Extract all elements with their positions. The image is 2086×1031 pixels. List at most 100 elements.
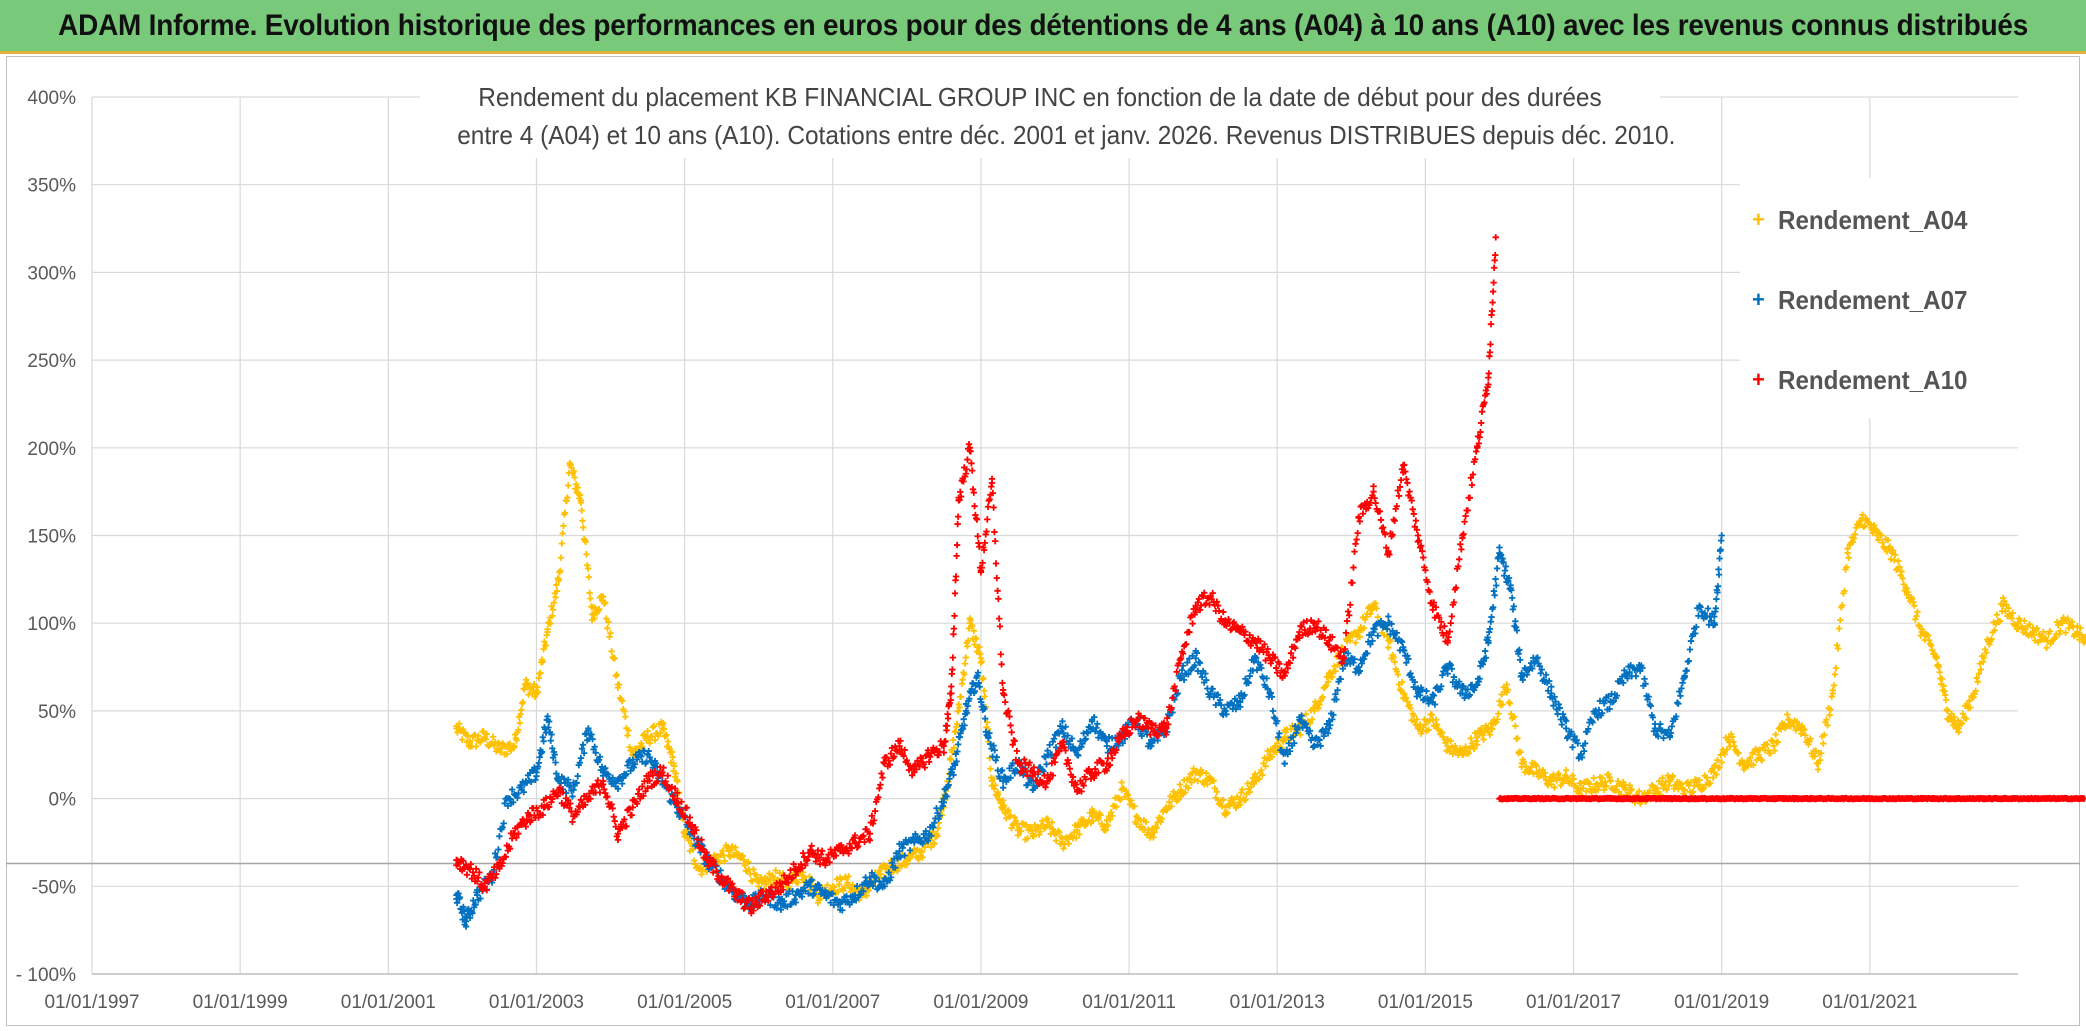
point-rendement-a04 [1319,693,1326,701]
point-rendement-a10 [1349,579,1356,587]
point-rendement-a10 [951,612,958,620]
point-rendement-a04 [1404,698,1411,705]
point-rendement-a10 [1462,512,1469,520]
point-rendement-a04 [1138,823,1145,830]
point-rendement-a07 [1712,605,1720,612]
point-rendement-a10 [1007,722,1014,729]
point-rendement-a10 [995,595,1002,603]
point-rendement-a04 [834,888,842,895]
point-rendement-a07 [574,772,581,780]
point-rendement-a04 [1540,773,1548,780]
point-rendement-a04 [1403,694,1410,702]
point-rendement-a10 [1021,756,1028,763]
point-rendement-a04 [604,625,611,632]
point-rendement-a04 [1428,711,1435,719]
point-rendement-a10 [1008,729,1015,736]
point-rendement-a04 [1465,750,1472,757]
point-rendement-a04 [1242,796,1249,804]
point-rendement-a04 [1396,686,1404,693]
point-rendement-a04 [583,551,590,558]
point-rendement-a07 [999,784,1007,791]
point-rendement-a04 [518,706,525,714]
point-rendement-a04 [849,881,857,889]
point-rendement-a10 [1345,612,1353,619]
legend-marker-a10: + [1752,367,1765,392]
point-rendement-a10 [472,865,480,873]
y-tick-label: 0% [49,790,77,811]
point-rendement-a04 [1511,713,1518,720]
point-rendement-a04 [1153,824,1160,832]
point-rendement-a07 [1493,565,1501,572]
point-rendement-a10 [879,774,886,781]
point-rendement-a10 [1359,510,1367,517]
point-rendement-a04 [639,743,646,750]
point-rendement-a04 [672,770,680,777]
point-rendement-a07 [1717,546,1724,553]
point-rendement-a04 [1470,745,1478,753]
point-rendement-a04 [591,615,598,622]
point-rendement-a10 [1489,288,1497,295]
point-rendement-a04 [1555,770,1562,777]
point-rendement-a04 [739,852,747,860]
point-rendement-a04 [1944,707,1951,715]
point-rendement-a07 [1679,679,1686,687]
point-rendement-a10 [664,772,671,779]
x-tick-label: 01/01/2015 [1378,992,1473,1013]
point-rendement-a04 [1095,816,1102,823]
point-rendement-a10 [1355,514,1362,522]
x-tick-label: 01/01/2021 [1822,992,1917,1013]
point-rendement-a10 [943,722,951,729]
y-tick-label: 400% [27,88,76,109]
point-rendement-a04 [663,731,670,738]
point-rendement-a04 [644,727,651,735]
point-rendement-a07 [1488,613,1495,621]
point-rendement-a04 [1008,824,1015,832]
point-rendement-a10 [818,847,826,855]
point-rendement-a04 [1406,701,1413,709]
point-rendement-a07 [1508,594,1516,602]
point-rendement-a10 [1352,540,1359,548]
point-rendement-a04 [816,895,824,902]
point-rendement-a10 [954,520,961,528]
point-rendement-a04 [1052,837,1060,844]
y-tick-label: 200% [27,439,76,460]
point-rendement-a07 [1677,692,1684,700]
point-rendement-a04 [1331,663,1338,670]
point-rendement-a07 [500,820,507,827]
point-rendement-a07 [1492,575,1499,583]
point-rendement-a04 [669,753,676,761]
point-rendement-a04 [1528,764,1535,771]
point-rendement-a10 [990,504,997,511]
point-rendement-a04 [976,643,983,651]
point-rendement-a07 [1270,714,1278,721]
point-rendement-a04 [1166,798,1173,806]
banner: ADAM Informe. Evolution historique des p… [0,0,2086,54]
point-rendement-a10 [1406,488,1413,495]
point-rendement-a07 [540,738,547,745]
point-rendement-a10 [1377,516,1385,524]
point-rendement-a10 [1066,765,1074,772]
point-rendement-a04 [959,676,966,683]
point-rendement-a04 [1425,726,1432,734]
point-rendement-a04 [483,730,490,738]
point-rendement-a07 [1558,721,1566,728]
point-rendement-a04 [1157,818,1165,826]
legend-label-a04: Rendement_A04 [1778,204,1968,235]
point-rendement-a04 [1219,803,1226,810]
point-rendement-a04 [1302,710,1309,718]
point-rendement-a04 [1017,828,1025,835]
point-rendement-a10 [1489,299,1496,306]
banner-title: ADAM Informe. Evolution historique des p… [58,8,2028,42]
legend-label-a07: Rendement_A07 [1778,284,1968,315]
chart-frame [6,56,2080,1026]
point-rendement-a04 [638,740,645,747]
point-rendement-a04 [1086,809,1094,816]
point-rendement-a10 [968,460,975,467]
point-rendement-a10 [1487,320,1495,328]
point-rendement-a04 [1007,812,1014,819]
x-tick-label: 01/01/2017 [1526,992,1621,1013]
point-rendement-a04 [1774,738,1781,746]
point-rendement-a10 [1487,341,1494,348]
point-rendement-a04 [949,736,957,744]
point-rendement-a04 [682,827,689,834]
